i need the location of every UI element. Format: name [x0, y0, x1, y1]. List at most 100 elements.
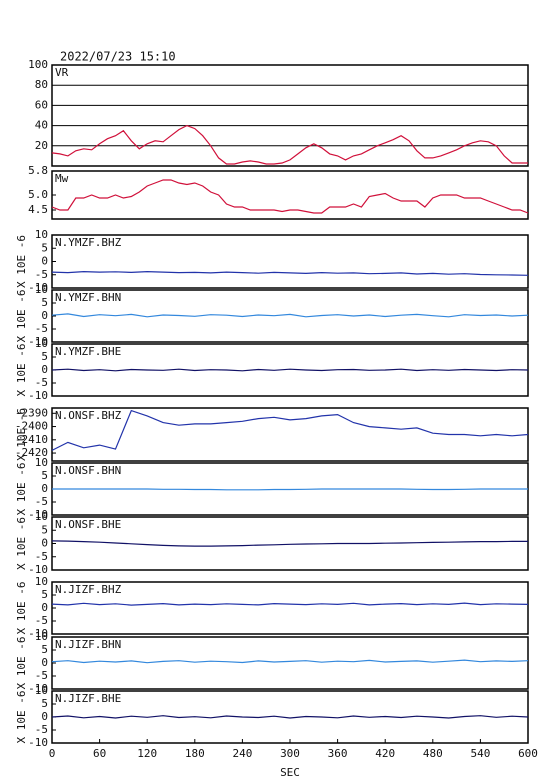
y-tick-label: 4.5 — [28, 203, 48, 216]
x-axis-label: SEC — [280, 766, 300, 779]
y-tick-label: -10 — [28, 389, 48, 402]
panel-label: N.YMZF.BHE — [55, 345, 121, 358]
trace — [51, 715, 529, 719]
x-tick-label: 240 — [232, 747, 252, 760]
panel-frame — [51, 636, 529, 690]
panel-frame — [51, 234, 529, 289]
x-tick-label: 180 — [185, 747, 205, 760]
y-tick-label: 5.8 — [28, 164, 48, 177]
y-tick-label: -5 — [35, 376, 48, 389]
y-tick-label: 5 — [41, 697, 48, 710]
panel-label: VR — [55, 66, 69, 79]
y-tick-label: 0 — [41, 255, 48, 268]
y-tick-label: 60 — [35, 98, 48, 111]
y-tick-label: 5 — [41, 588, 48, 601]
y-tick-label: 10 — [35, 228, 48, 241]
x-tick-label: 0 — [49, 747, 56, 760]
y-tick-label: 10 — [35, 630, 48, 643]
y-axis-label: X 10E -6 — [15, 517, 28, 570]
y-tick-label: -2410 — [15, 433, 48, 446]
y-tick-label: 0 — [41, 309, 48, 322]
y-tick-label: -5 — [35, 322, 48, 335]
y-tick-label: 0 — [41, 601, 48, 614]
y-tick-label: 10 — [35, 456, 48, 469]
trace — [51, 313, 529, 318]
y-tick-label: 0 — [41, 482, 48, 495]
panel-label: N.YMZF.BHZ — [55, 236, 122, 249]
y-tick-label: -10 — [28, 335, 48, 348]
y-axis-label: X 10E -6 — [15, 637, 28, 690]
panel-label: N.YMZF.BHN — [55, 291, 121, 304]
trace — [51, 409, 529, 451]
trace — [52, 488, 528, 491]
y-tick-label: -5 — [35, 723, 48, 736]
x-tick-label: 360 — [328, 747, 348, 760]
y-axis-label: X 10E -6 — [15, 235, 28, 288]
y-tick-label: 5 — [41, 241, 48, 254]
panel-label: N.JIZF.BHE — [55, 692, 121, 705]
y-tick-label: 0 — [41, 656, 48, 669]
panel-frame — [51, 581, 529, 635]
y-tick-label: 100 — [28, 58, 48, 71]
panel-label: N.ONSF.BHZ — [55, 409, 122, 422]
trace — [51, 179, 529, 214]
panel-label: N.ONSF.BHE — [55, 518, 121, 531]
y-tick-label: -5 — [35, 495, 48, 508]
y-tick-label: -5 — [35, 268, 48, 281]
y-tick-label: 0 — [41, 363, 48, 376]
trace — [51, 368, 529, 372]
y-tick-label: 10 — [35, 337, 48, 350]
y-tick-label: 80 — [35, 78, 48, 91]
y-tick-label: 10 — [35, 684, 48, 697]
panel-label: N.ONSF.BHN — [55, 464, 121, 477]
y-tick-label: 5 — [41, 296, 48, 309]
y-tick-label: 5.0 — [28, 188, 48, 201]
x-tick-label: 300 — [280, 747, 300, 760]
y-tick-label: -10 — [28, 682, 48, 695]
y-tick-label: -2420 — [15, 446, 48, 459]
y-tick-label: -5 — [35, 669, 48, 682]
y-tick-label: 0 — [41, 537, 48, 550]
y-tick-label: -10 — [28, 281, 48, 294]
panel-frame — [51, 64, 529, 167]
y-tick-label: 5 — [41, 643, 48, 656]
y-tick-label: 10 — [35, 510, 48, 523]
y-tick-label: -10 — [28, 736, 48, 749]
y-tick-label: 10 — [35, 575, 48, 588]
y-axis-label: X 10E -6 — [15, 290, 28, 343]
y-tick-label: 5 — [41, 469, 48, 482]
y-tick-label: -10 — [28, 563, 48, 576]
y-tick-label: 10 — [35, 283, 48, 296]
x-tick-label: 600 — [518, 747, 538, 760]
panel-label: N.JIZF.BHN — [55, 638, 121, 651]
y-tick-label: -2390 — [15, 406, 48, 419]
y-tick-label: 5 — [41, 523, 48, 536]
y-tick-label: 0 — [41, 710, 48, 723]
trace — [51, 270, 529, 276]
y-axis-label: X 10E -6 — [15, 344, 28, 397]
trace — [51, 540, 528, 547]
y-tick-label: -5 — [35, 614, 48, 627]
y-axis-label: X 10E -6 — [15, 408, 28, 461]
y-axis-label: X 10E -6 — [15, 582, 28, 635]
y-tick-label: -10 — [28, 508, 48, 521]
y-axis-label: X 10E -6 — [15, 463, 28, 516]
y-tick-label: 5 — [41, 350, 48, 363]
x-tick-label: 540 — [470, 747, 490, 760]
trace — [51, 124, 528, 165]
x-tick-label: 420 — [375, 747, 395, 760]
trace — [51, 602, 529, 606]
y-tick-label: -10 — [28, 627, 48, 640]
y-tick-label: -5 — [35, 550, 48, 563]
x-tick-label: 480 — [423, 747, 443, 760]
panel-label: N.JIZF.BHZ — [55, 583, 122, 596]
y-axis-label: X 10E -6 — [15, 691, 28, 744]
panel-label: Mw — [55, 172, 69, 185]
y-tick-label: 20 — [35, 139, 48, 152]
y-tick-label: -2400 — [15, 420, 48, 433]
chart-title: 2022/07/23 15:10 — [60, 50, 176, 64]
y-tick-label: 40 — [35, 119, 48, 132]
x-tick-label: 120 — [137, 747, 157, 760]
x-tick-label: 60 — [93, 747, 106, 760]
